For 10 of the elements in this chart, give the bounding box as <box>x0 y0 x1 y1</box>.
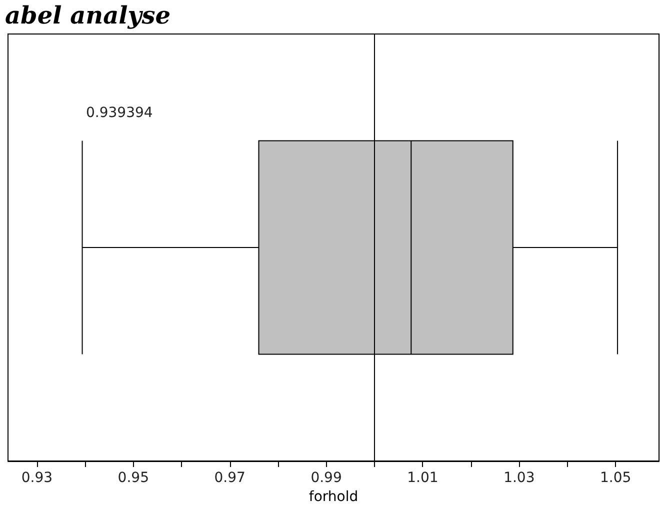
x-tick-label: 1.01 <box>407 470 438 486</box>
x-tick-label: 0.97 <box>214 470 246 486</box>
x-tick-label: 0.99 <box>310 470 342 486</box>
x-axis-title: forhold <box>308 488 358 505</box>
x-tick-label: 1.03 <box>504 470 535 486</box>
annotation: 0.939394 <box>86 105 153 121</box>
x-tick-label: 1.05 <box>600 470 632 486</box>
x-tick-label: 0.93 <box>21 470 53 486</box>
chart-title: abel analyse <box>5 0 170 30</box>
x-tick-label: 0.95 <box>118 470 149 486</box>
